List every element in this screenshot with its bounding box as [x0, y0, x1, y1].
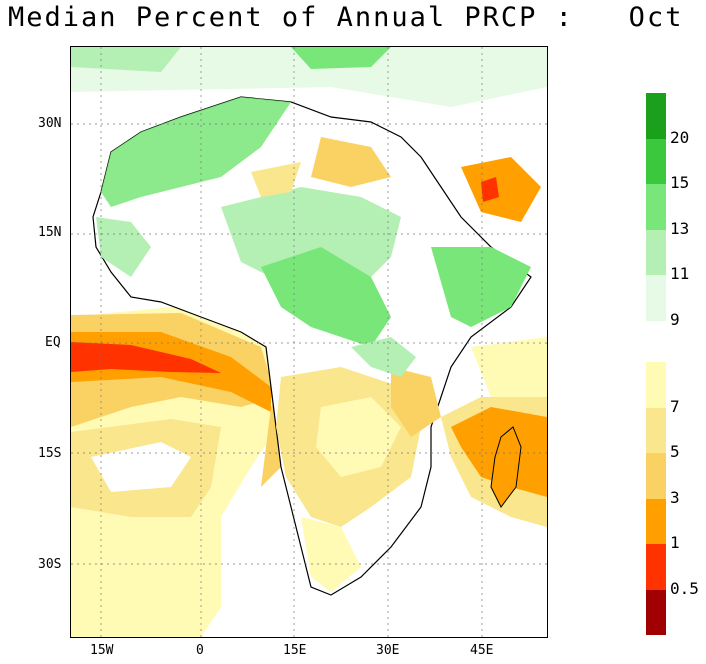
colorbar-lower-label-2: 3 [670, 487, 680, 507]
colorbar-upper-label-1: 15 [670, 173, 690, 192]
colorbar-lower-swatch-1 [646, 407, 666, 453]
lat-label-30s: 30S [38, 557, 62, 572]
colorbar-upper-label-0: 20 [670, 127, 690, 147]
colorbar-upper-swatch-3 [646, 229, 666, 275]
colorbar-lower-swatch-4 [646, 544, 666, 590]
map-title: Median Percent of Annual PRCP : Oct [8, 2, 684, 33]
lat-label-30n: 30N [38, 116, 62, 131]
colorbar-upper-label-4: 9 [670, 309, 680, 329]
lon-label-30e: 30E [376, 643, 400, 658]
colorbar-lower-label-3: 1 [670, 533, 680, 552]
lon-label-15w: 15W [90, 643, 114, 658]
lat-label-eq: EQ [45, 335, 61, 350]
lat-label-15s: 15S [38, 446, 62, 461]
colorbar-lower-swatch-2 [646, 453, 666, 499]
ocean-shading [71, 47, 547, 637]
colorbar-upper-label-3: 11 [670, 264, 690, 283]
lat-label-15n: 15N [38, 225, 62, 240]
colorbar-upper-swatch-4 [646, 275, 666, 321]
colorbar-upper-swatch-2 [646, 184, 666, 230]
colorbar-lower-label-0: 7 [670, 396, 680, 416]
colorbar-upper-swatch-0 [646, 93, 666, 139]
colorbar-upper-label-2: 13 [670, 218, 690, 238]
colorbar-lower-swatch-0 [646, 362, 666, 408]
equatorial-green-patch [351, 337, 416, 377]
lon-label-45e: 45E [470, 643, 494, 658]
africa-landmass [92, 96, 541, 596]
colorbar-upper-swatch-1 [646, 138, 666, 184]
colorbar-lower-swatch-5 [646, 589, 666, 635]
colorbar-lower-label-4: 0.5 [670, 578, 699, 598]
lon-label-0: 0 [196, 643, 204, 658]
lon-label-15e: 15E [283, 643, 307, 658]
map-canvas [71, 47, 547, 637]
colorbar-lower-label-1: 5 [670, 442, 680, 461]
colorbar-lower-swatch-3 [646, 498, 666, 544]
madagascar-shape [490, 426, 522, 508]
precipitation-map [70, 46, 548, 638]
graticule [71, 47, 547, 637]
